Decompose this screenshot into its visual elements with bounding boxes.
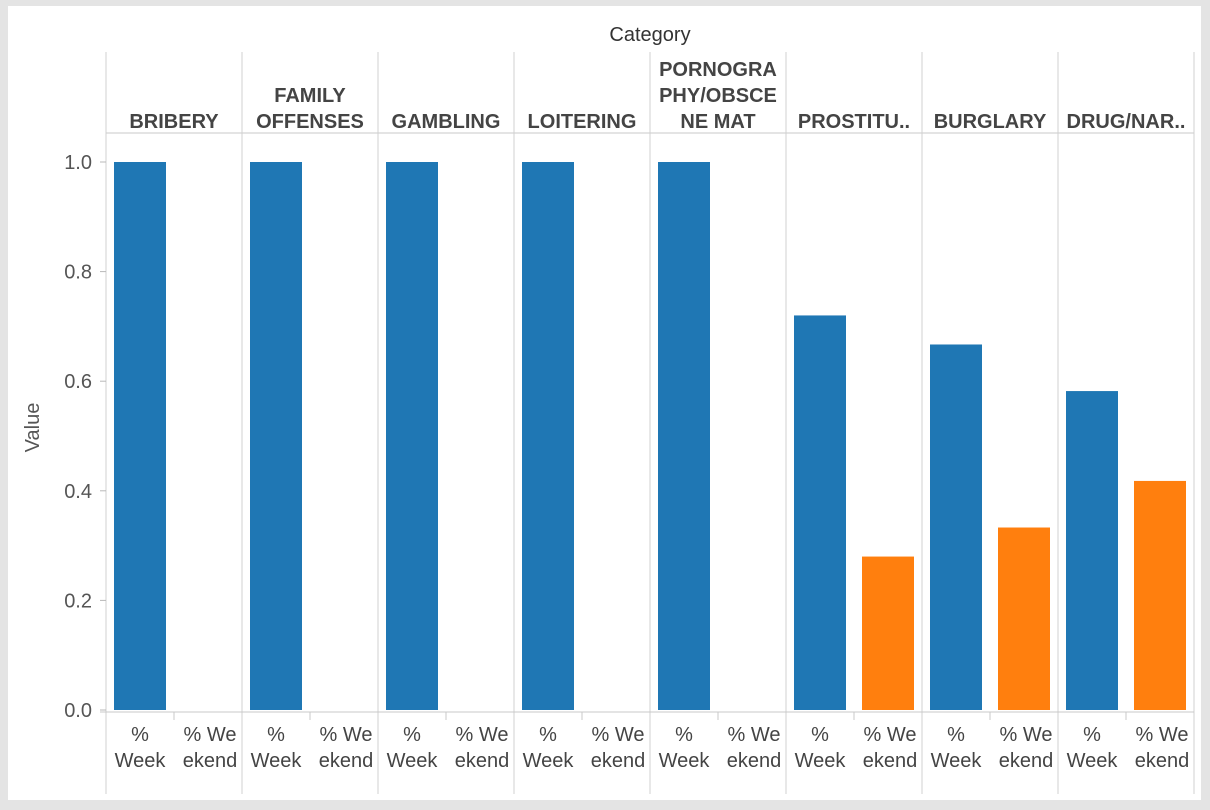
x-tick-label: % bbox=[811, 724, 829, 746]
x-tick-label: Week bbox=[795, 750, 847, 772]
x-tick-label: ekend bbox=[1135, 750, 1190, 772]
x-tick-label: % bbox=[947, 724, 965, 746]
category-header-label: BURGLARY bbox=[934, 111, 1047, 133]
x-tick-label: Week bbox=[1067, 750, 1119, 772]
x-tick-label: % We bbox=[1000, 724, 1053, 746]
bar-week bbox=[658, 162, 710, 710]
x-tick-label: Week bbox=[251, 750, 303, 772]
category-header-label: LOITERING bbox=[528, 111, 637, 133]
bar-week bbox=[250, 162, 302, 710]
x-tick-label: Week bbox=[931, 750, 983, 772]
x-tick-label: % We bbox=[1136, 724, 1189, 746]
x-tick-label: Week bbox=[387, 750, 439, 772]
category-header-label: OFFENSES bbox=[256, 111, 364, 133]
y-tick-label: 0.8 bbox=[64, 262, 92, 284]
x-tick-label: ekend bbox=[999, 750, 1054, 772]
y-tick-label: 0.0 bbox=[64, 700, 92, 722]
x-tick-label: % We bbox=[728, 724, 781, 746]
y-tick-label: 0.4 bbox=[64, 481, 92, 503]
x-tick-label: ekend bbox=[183, 750, 238, 772]
y-tick-label: 0.6 bbox=[64, 371, 92, 393]
bar-weekend bbox=[862, 556, 914, 710]
category-header-label: PHY/OBSCE bbox=[659, 85, 777, 107]
x-tick-label: ekend bbox=[319, 750, 374, 772]
column-header-title: Category bbox=[609, 24, 690, 46]
x-tick-label: ekend bbox=[727, 750, 782, 772]
bar-week bbox=[1066, 391, 1118, 710]
bar-weekend bbox=[998, 527, 1050, 710]
x-tick-label: % bbox=[1083, 724, 1101, 746]
x-tick-label: ekend bbox=[863, 750, 918, 772]
x-tick-label: % bbox=[403, 724, 421, 746]
category-header-label: PROSTITU.. bbox=[798, 111, 910, 133]
y-tick-label: 0.2 bbox=[64, 590, 92, 612]
bar-chart: Category 0.0 0.2 0.4 0.6 0.8 1.0 Value BRIBERY% W… bbox=[22, 24, 1195, 794]
category-header-label: PORNOGRA bbox=[659, 59, 777, 81]
x-tick-label: % We bbox=[592, 724, 645, 746]
x-tick-label: % We bbox=[456, 724, 509, 746]
bar-week bbox=[386, 162, 438, 710]
category-header-label: BRIBERY bbox=[129, 111, 219, 133]
chart-frame: Category 0.0 0.2 0.4 0.6 0.8 1.0 Value BRIBERY% W… bbox=[8, 6, 1201, 800]
category-header-label: GAMBLING bbox=[392, 111, 501, 133]
x-tick-label: ekend bbox=[455, 750, 510, 772]
x-tick-label: % bbox=[675, 724, 693, 746]
category-header-label: NE MAT bbox=[680, 111, 755, 133]
x-tick-label: Week bbox=[659, 750, 711, 772]
x-tick-label: % bbox=[267, 724, 285, 746]
x-tick-label: % bbox=[131, 724, 149, 746]
y-axis-title: Value bbox=[22, 403, 44, 453]
x-tick-label: % bbox=[539, 724, 557, 746]
bar-weekend bbox=[1134, 480, 1186, 710]
x-tick-label: % We bbox=[864, 724, 917, 746]
bar-week bbox=[794, 315, 846, 710]
x-tick-label: % We bbox=[184, 724, 237, 746]
x-tick-label: ekend bbox=[591, 750, 646, 772]
bar-week bbox=[522, 162, 574, 710]
y-tick-label: 1.0 bbox=[64, 152, 92, 174]
category-header-label: DRUG/NAR.. bbox=[1067, 111, 1186, 133]
x-tick-label: Week bbox=[115, 750, 167, 772]
x-tick-label: % We bbox=[320, 724, 373, 746]
x-tick-label: Week bbox=[523, 750, 575, 772]
category-header-label: FAMILY bbox=[274, 85, 346, 107]
bar-week bbox=[930, 344, 982, 710]
bar-week bbox=[114, 162, 166, 710]
